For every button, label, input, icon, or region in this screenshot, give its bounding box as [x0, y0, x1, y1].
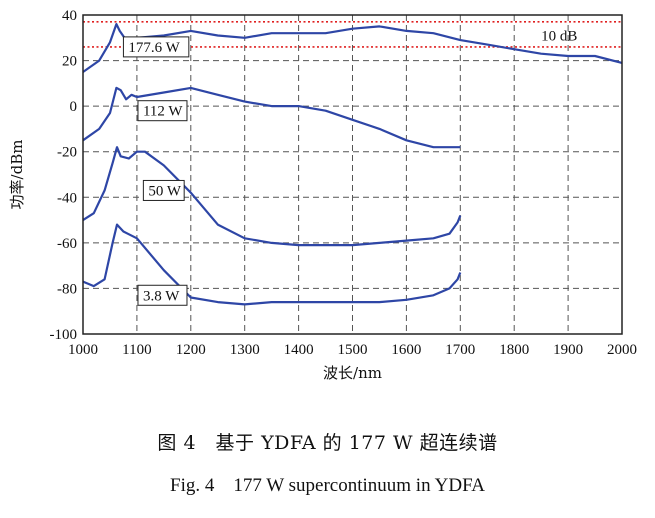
y-tick-label: -60: [57, 236, 77, 252]
x-tick-label: 1600: [391, 342, 421, 358]
y-axis-title: 功率/dBm: [8, 140, 26, 210]
x-tick-label: 1400: [284, 342, 314, 358]
series-label-box: [137, 100, 188, 122]
figure-caption-chinese: 图 4 基于 YDFA 的 177 W 超连续谱: [157, 432, 498, 454]
y-tick-label: 0: [70, 99, 78, 115]
x-tick-label: 2000: [607, 342, 637, 358]
series-labels: 177.6 W 112 W 50 W 3.8 W: [122, 36, 190, 306]
series-line-3: [82, 223, 462, 306]
series-label-box: [137, 284, 188, 306]
y-tick-label: -100: [50, 327, 78, 343]
x-tick-label: 1800: [499, 342, 529, 358]
annotation-10db: 10 dB: [541, 29, 577, 45]
series-label: 3.8 W: [143, 288, 180, 304]
x-tick-label: 1100: [122, 342, 151, 358]
series-label: 50 W: [148, 183, 181, 199]
series-label: 177.6 W: [128, 40, 180, 56]
supercontinuum-chart: 177.6 W 112 W 50 W 3.8 W 1000 1100 1200 1300 14…: [8, 8, 637, 382]
x-tick-labels: 1000 1100 1200 1300 1400 1500 1600 1700 1800 1900…: [68, 342, 637, 358]
x-tick-label: 1300: [230, 342, 260, 358]
x-tick-label: 1500: [338, 342, 368, 358]
y-tick-label: 40: [62, 8, 77, 24]
series-label-box: [142, 179, 185, 201]
series-line-0: [82, 23, 623, 73]
x-tick-label: 1000: [68, 342, 98, 358]
y-tick-label: 20: [62, 54, 77, 70]
figure-caption-english: Fig. 4 177 W supercontinuum in YDFA: [170, 475, 485, 496]
x-tick-label: 1200: [176, 342, 206, 358]
y-tick-labels: 40 20 0 -20 -40 -60 -80 -100: [50, 8, 78, 343]
x-tick-label: 1900: [553, 342, 583, 358]
series-line-1: [82, 86, 461, 149]
plot-frame: [82, 14, 623, 335]
series-label: 112 W: [143, 104, 183, 120]
y-tick-label: -40: [57, 190, 77, 206]
series-line-2: [82, 146, 462, 247]
series-group: [82, 23, 623, 306]
grid: [83, 15, 622, 334]
y-tick-label: -80: [57, 281, 77, 297]
x-axis-title: 波长/nm: [323, 364, 382, 382]
y-tick-label: -20: [57, 145, 77, 161]
x-tick-label: 1700: [445, 342, 475, 358]
series-label-box: [122, 36, 190, 58]
